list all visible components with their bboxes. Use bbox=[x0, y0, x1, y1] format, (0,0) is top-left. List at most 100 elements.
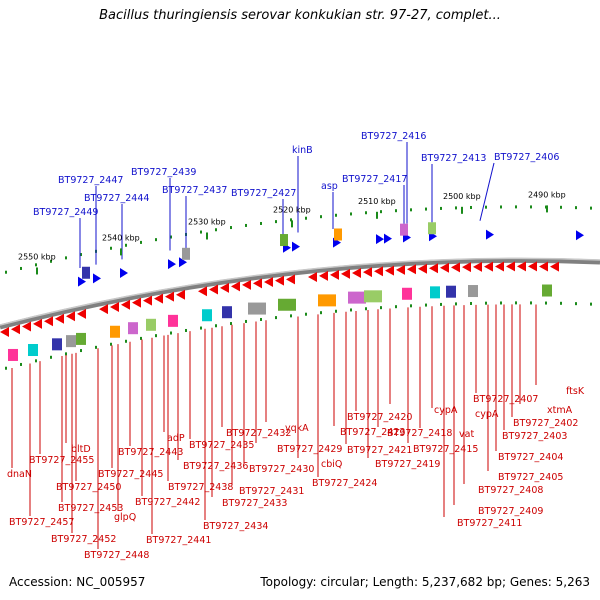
reverse-gene-arrow bbox=[198, 286, 207, 297]
reverse-gene-arrow bbox=[473, 261, 482, 272]
bottom-gene-label: BT9727_2431 bbox=[239, 486, 304, 497]
reverse-gene-arrow bbox=[77, 308, 86, 319]
tick-outer bbox=[365, 211, 367, 215]
reverse-gene-arrow bbox=[44, 316, 53, 327]
tick-inner bbox=[200, 326, 202, 330]
reverse-gene-arrow bbox=[506, 261, 515, 272]
bottom-gene-label: adP bbox=[167, 433, 185, 444]
tick-inner bbox=[380, 306, 382, 310]
tick-inner bbox=[500, 301, 502, 305]
tick-outer bbox=[305, 216, 307, 220]
scale-label: 2500 kbp bbox=[443, 192, 481, 201]
tick-inner bbox=[275, 316, 277, 320]
tick-inner bbox=[125, 339, 127, 343]
forward-gene-arrow bbox=[486, 229, 494, 240]
bottom-gene-label: BT9727_2418 bbox=[387, 428, 452, 439]
tick-outer bbox=[455, 206, 457, 210]
tick-outer bbox=[215, 228, 217, 232]
tick-inner bbox=[515, 301, 517, 305]
tick-outer bbox=[20, 266, 22, 270]
forward-gene-arrow bbox=[384, 233, 392, 244]
cog-bar bbox=[430, 286, 440, 299]
scale-label: 2530 kbp bbox=[188, 217, 226, 226]
backbone-highlight bbox=[0, 257, 600, 326]
scale-tick bbox=[376, 211, 378, 219]
reverse-gene-arrow bbox=[451, 262, 460, 273]
tick-inner bbox=[95, 345, 97, 349]
label-leader-lines bbox=[11, 142, 537, 549]
bottom-gene-label: BT9727_2407 bbox=[473, 394, 538, 405]
tick-inner bbox=[590, 302, 592, 306]
bottom-gene-label: cbiQ bbox=[321, 459, 342, 470]
bottom-gene-label: BT9727_2404 bbox=[498, 452, 563, 463]
cog-bar bbox=[28, 344, 38, 357]
topology-summary: Topology: circular; Length: 5,237,682 bp… bbox=[260, 575, 590, 589]
tick-outer bbox=[590, 206, 592, 210]
bottom-gene-label: BT9727_2433 bbox=[222, 498, 287, 509]
reverse-gene-arrow bbox=[110, 301, 119, 312]
cog-bar bbox=[202, 309, 212, 322]
tick-inner bbox=[230, 322, 232, 326]
top-gene-label: BT9727_2444 bbox=[84, 193, 149, 204]
tick-inner bbox=[365, 307, 367, 311]
tick-inner bbox=[545, 301, 547, 305]
reverse-gene-arrow bbox=[495, 261, 504, 272]
tick-inner bbox=[425, 303, 427, 307]
reverse-gene-arrow bbox=[275, 275, 284, 286]
reverse-gene-arrow bbox=[286, 274, 295, 285]
reverse-gene-arrow bbox=[220, 282, 229, 293]
cog-bar bbox=[146, 318, 156, 331]
tick-outer bbox=[485, 205, 487, 209]
cog-bar bbox=[66, 335, 76, 348]
reverse-gene-arrow bbox=[143, 295, 152, 306]
bottom-gene-label: BT9727_2429 bbox=[277, 444, 342, 455]
tick-outer bbox=[230, 226, 232, 230]
tick-inner bbox=[260, 317, 262, 321]
scale-tick bbox=[120, 248, 122, 256]
reverse-gene-arrow bbox=[341, 268, 350, 279]
bottom-gene-label: BT9727_2424 bbox=[312, 478, 377, 489]
scale-label: 2490 kbp bbox=[528, 190, 566, 199]
cog-bar bbox=[110, 325, 120, 338]
reverse-gene-arrow bbox=[385, 265, 394, 276]
top-gene-label: BT9727_2447 bbox=[58, 175, 123, 186]
tick-outer bbox=[155, 238, 157, 242]
bottom-gene-label: cypA bbox=[434, 405, 458, 416]
tick-outer bbox=[200, 230, 202, 234]
tick-outer bbox=[500, 205, 502, 209]
cog-bar-top bbox=[82, 266, 90, 279]
tick-outer bbox=[65, 256, 67, 260]
cog-bar bbox=[364, 290, 382, 303]
reverse-gene-arrow bbox=[242, 279, 251, 290]
tick-inner bbox=[440, 302, 442, 306]
bottom-gene-label: BT9727_2435 bbox=[189, 440, 254, 451]
bottom-gene-label: BT9727_2403 bbox=[502, 431, 567, 442]
tick-outer bbox=[80, 253, 82, 257]
tick-outer bbox=[575, 206, 577, 210]
cog-bar-top bbox=[280, 234, 288, 247]
forward-gene-arrow bbox=[179, 257, 187, 268]
cog-bar bbox=[542, 284, 552, 297]
cog-bar-top bbox=[428, 222, 436, 235]
bottom-gene-label: BT9727_2438 bbox=[168, 482, 233, 493]
cog-bar bbox=[52, 338, 62, 351]
forward-gene-arrow bbox=[168, 259, 176, 270]
bottom-gene-label: BT9727_2450 bbox=[56, 482, 121, 493]
cog-bar bbox=[76, 332, 86, 345]
top-gene-label: BT9727_2427 bbox=[231, 188, 296, 199]
tick-inner bbox=[5, 366, 7, 370]
bottom-gene-label: BT9727_2448 bbox=[84, 550, 149, 561]
bottom-gene-label: ftsK bbox=[566, 386, 585, 397]
reverse-gene-arrow bbox=[407, 264, 416, 275]
cog-bar-top bbox=[182, 247, 190, 260]
tick-inner bbox=[560, 301, 562, 305]
reverse-gene-arrow bbox=[209, 284, 218, 295]
forward-gene-arrow bbox=[292, 241, 300, 252]
accession-text: Accession: NC_005957 bbox=[9, 575, 146, 589]
bottom-gene-label: BT9727_2455 bbox=[29, 455, 94, 466]
cog-bar bbox=[278, 298, 296, 311]
tick-inner bbox=[20, 362, 22, 366]
bottom-gene-label: BT9727_2452 bbox=[51, 534, 116, 545]
scale-tick bbox=[291, 220, 293, 228]
